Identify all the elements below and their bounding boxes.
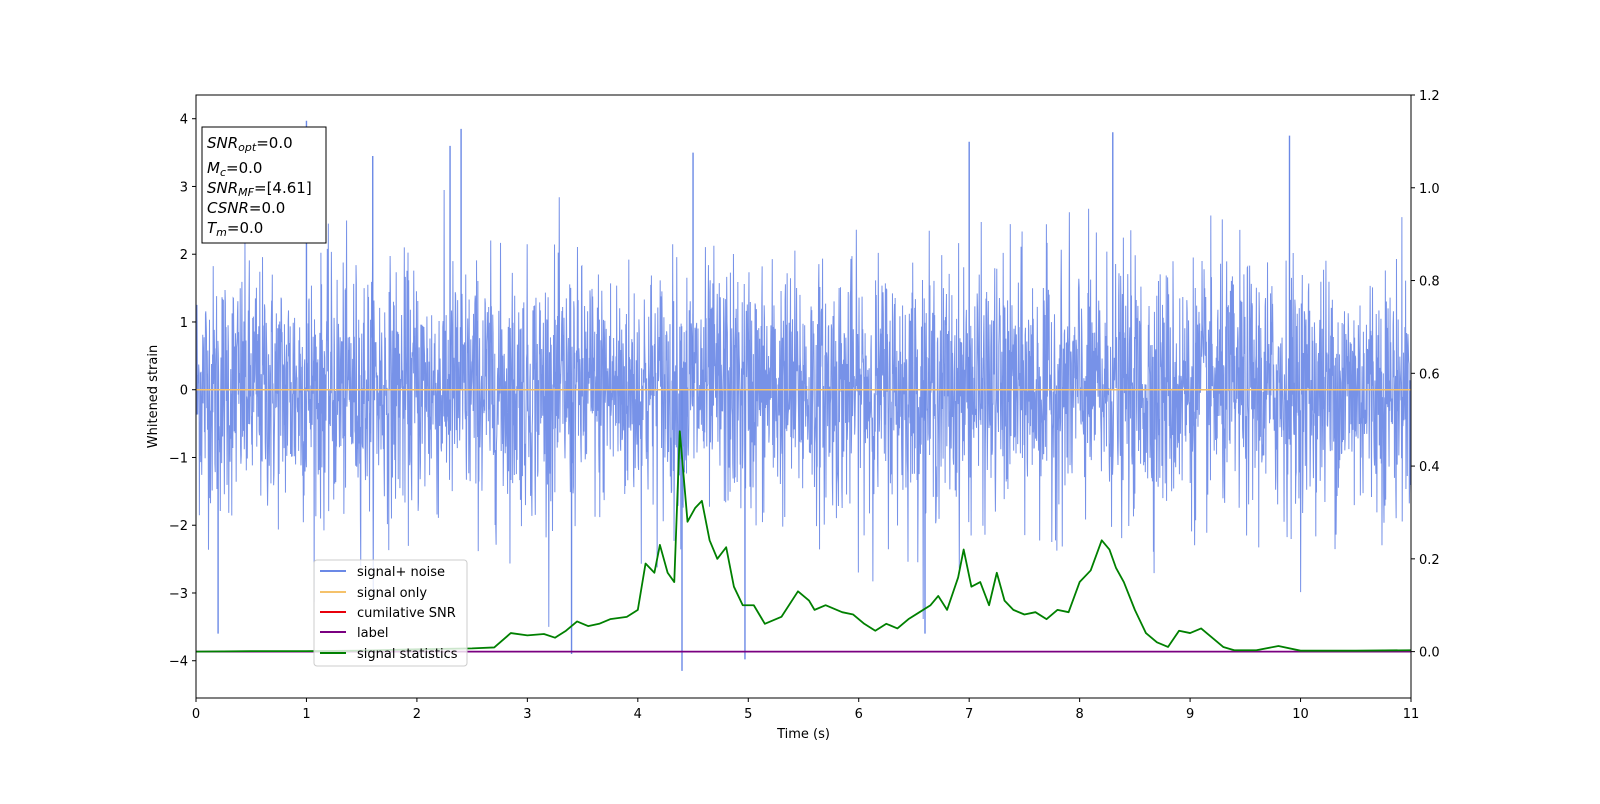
x-tick-label: 1 <box>302 707 310 722</box>
y-tick-label: 0 <box>180 384 188 399</box>
x-tick-label: 8 <box>1075 707 1083 722</box>
legend-label: cumilative SNR <box>357 606 456 621</box>
x-tick-label: 9 <box>1186 707 1194 722</box>
legend-label: signal only <box>357 586 427 601</box>
plot-frame <box>195 94 1412 699</box>
y-tick-label: −2 <box>169 519 188 534</box>
axes: 0 1 2 3 4 5 6 7 8 9 10 1143210−1−2−3−40.00.20.40.60… <box>169 89 1440 722</box>
legend-label: signal+ noise <box>357 565 445 580</box>
x-tick-label: 11 <box>1403 707 1420 722</box>
info-box-line1: SNRopt=0.0 <box>207 134 293 154</box>
y2-tick-label: 0.8 <box>1419 275 1440 290</box>
x-axis-label: Time (s) <box>776 727 830 742</box>
y-tick-label: 1 <box>180 316 188 331</box>
y-tick-label: −4 <box>169 655 188 670</box>
x-tick-label: 2 <box>413 707 421 722</box>
info-box-frame <box>201 126 327 244</box>
y-tick-label: 4 <box>180 113 188 128</box>
x-tick-label: 6 <box>855 707 863 722</box>
x-tick-label: 7 <box>965 707 973 722</box>
legend-frame <box>313 559 468 667</box>
y2-tick-label: 0.0 <box>1419 646 1440 661</box>
y2-tick-label: 0.6 <box>1419 367 1440 382</box>
y2-tick-label: 1.2 <box>1419 89 1440 104</box>
legend: signal+ noise signal only cumilative SNR la… <box>313 559 468 667</box>
x-tick-label: 4 <box>634 707 642 722</box>
legend-label: signal statistics <box>357 647 458 662</box>
info-box-line3: SNRMF=[4.61] <box>207 179 312 199</box>
y2-tick-label: 1.0 <box>1419 182 1440 197</box>
info-box-line5: Tm=0.0 <box>207 219 263 239</box>
x-tick-label: 0 <box>192 707 200 722</box>
legend-label: label <box>357 626 388 641</box>
y-tick-label: 3 <box>180 180 188 195</box>
y-tick-label: −1 <box>169 451 188 466</box>
info-box-line2: Mc=0.0 <box>207 159 262 179</box>
y-axis-label: Whitened strain <box>146 345 161 448</box>
y-tick-label: 2 <box>180 248 188 263</box>
series-signal-plus-noise-line <box>195 190 1412 627</box>
series-signal-plus-noise <box>195 120 1412 671</box>
y-tick-label: −3 <box>169 587 188 602</box>
series-signal-statistics-line <box>195 430 1412 653</box>
y2-tick-label: 0.2 <box>1419 553 1440 568</box>
x-tick-label: 5 <box>744 707 752 722</box>
info-box-line4: CSNR=0.0 <box>207 199 285 217</box>
y2-tick-label: 0.4 <box>1419 460 1440 475</box>
x-tick-label: 3 <box>523 707 531 722</box>
x-tick-label: 10 <box>1292 707 1309 722</box>
